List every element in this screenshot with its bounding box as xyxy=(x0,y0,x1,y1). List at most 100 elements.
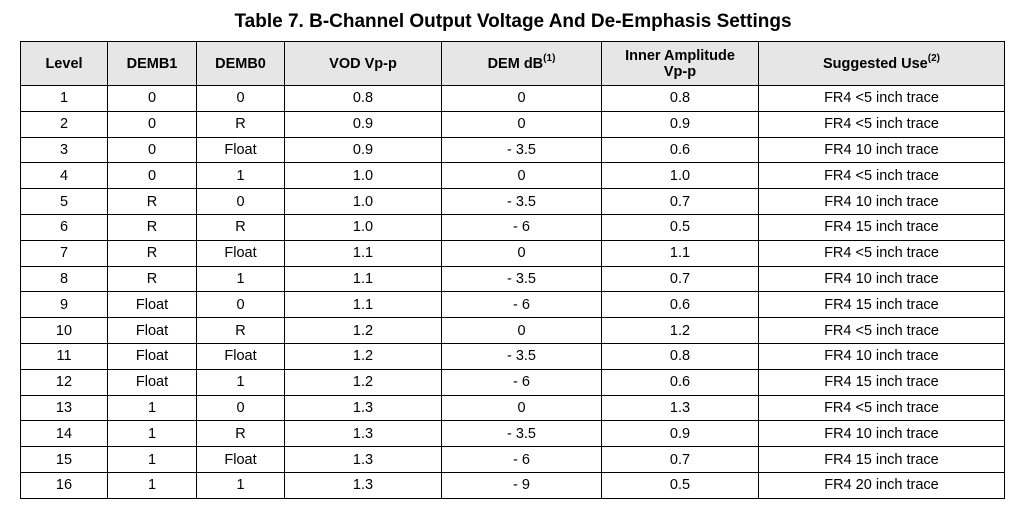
cell-demb0: 0 xyxy=(196,291,285,319)
footnote-marker: (1) xyxy=(543,52,556,64)
footnote-marker: (2) xyxy=(927,52,940,64)
table-row: 13 1 0 1.3 0 1.3 FR4 <5 inch trace xyxy=(20,394,1005,422)
header-label: DEMB1 xyxy=(126,55,178,72)
table-row: 12 Float 1 1.2- 6 0.6 FR4 15 inch trace xyxy=(20,368,1005,396)
cell-demb1: 0 xyxy=(107,85,197,112)
table-row: 14 1 R 1.3- 3.5 0.9 FR4 10 inch trace xyxy=(20,420,1005,448)
cell-vod: 1.3 xyxy=(284,420,442,448)
cell-suggested-use: FR4 10 inch trace xyxy=(758,420,1005,448)
header-label: Level xyxy=(45,55,83,72)
cell-suggested-use: FR4 <5 inch trace xyxy=(758,85,1005,112)
header-suggested-use: Suggested Use(2) xyxy=(758,41,1005,86)
cell-suggested-use: FR4 15 inch trace xyxy=(758,213,1005,241)
cell-vod: 1.3 xyxy=(284,446,442,473)
header-dem-db: DEM dB(1) xyxy=(441,41,602,86)
header-vod: VOD Vp-p xyxy=(284,41,442,86)
cell-demb1: 0 xyxy=(107,136,197,164)
cell-inner-amplitude: 0.6 xyxy=(601,291,759,319)
cell-dem-db: - 3.5 xyxy=(441,188,602,215)
cell-level: 15 xyxy=(20,446,108,473)
cell-inner-amplitude: 0.8 xyxy=(601,85,759,112)
cell-dem-db: - 3.5 xyxy=(441,420,602,448)
cell-demb1: 1 xyxy=(107,446,197,473)
cell-inner-amplitude: 0.7 xyxy=(601,446,759,473)
cell-level: 9 xyxy=(20,291,108,319)
cell-demb0: 1 xyxy=(196,471,285,499)
header-label: DEM dB xyxy=(487,55,544,72)
cell-vod: 1.2 xyxy=(284,317,442,344)
cell-demb0: R xyxy=(196,213,285,241)
cell-demb1: Float xyxy=(107,317,197,344)
cell-level: 3 xyxy=(20,136,108,164)
cell-inner-amplitude: 0.9 xyxy=(601,420,759,448)
table-header-row: Level DEMB1 DEMB0 VOD Vp-p DEM dB(1) Inn… xyxy=(20,41,1005,86)
header-inner-amplitude: Inner Amplitude Vp-p xyxy=(601,41,759,86)
cell-suggested-use: FR4 <5 inch trace xyxy=(758,317,1005,344)
cell-level: 4 xyxy=(20,162,108,190)
cell-demb0: R xyxy=(196,317,285,344)
header-label: Suggested Use xyxy=(823,55,928,72)
cell-vod: 1.1 xyxy=(284,239,442,267)
cell-demb0: R xyxy=(196,110,285,138)
cell-demb1: Float xyxy=(107,291,197,319)
cell-dem-db: - 3.5 xyxy=(441,265,602,293)
cell-suggested-use: FR4 10 inch trace xyxy=(758,136,1005,164)
cell-dem-db: 0 xyxy=(441,239,602,267)
cell-suggested-use: FR4 10 inch trace xyxy=(758,188,1005,215)
cell-level: 2 xyxy=(20,110,108,138)
settings-table: Level DEMB1 DEMB0 VOD Vp-p DEM dB(1) Inn… xyxy=(20,41,1005,499)
cell-dem-db: - 9 xyxy=(441,471,602,499)
cell-vod: 1.2 xyxy=(284,368,442,396)
cell-vod: 0.9 xyxy=(284,136,442,164)
cell-dem-db: - 3.5 xyxy=(441,136,602,164)
cell-demb0: 1 xyxy=(196,265,285,293)
cell-dem-db: - 6 xyxy=(441,213,602,241)
cell-vod: 0.8 xyxy=(284,85,442,112)
table-row: 10 Float R 1.2 0 1.2 FR4 <5 inch trace xyxy=(20,317,1005,344)
cell-demb1: 0 xyxy=(107,162,197,190)
header-label: Inner Amplitude Vp-p xyxy=(625,47,735,80)
cell-suggested-use: FR4 10 inch trace xyxy=(758,342,1005,370)
cell-demb1: Float xyxy=(107,368,197,396)
cell-dem-db: - 6 xyxy=(441,446,602,473)
cell-demb0: 0 xyxy=(196,188,285,215)
cell-demb1: 1 xyxy=(107,420,197,448)
cell-vod: 1.3 xyxy=(284,394,442,422)
cell-demb0: 0 xyxy=(196,85,285,112)
cell-vod: 1.0 xyxy=(284,188,442,215)
cell-suggested-use: FR4 15 inch trace xyxy=(758,446,1005,473)
cell-demb0: Float xyxy=(196,136,285,164)
table-title: Table 7. B-Channel Output Voltage And De… xyxy=(234,11,792,32)
cell-inner-amplitude: 0.5 xyxy=(601,471,759,499)
cell-dem-db: - 3.5 xyxy=(441,342,602,370)
cell-inner-amplitude: 0.5 xyxy=(601,213,759,241)
cell-level: 14 xyxy=(20,420,108,448)
table-row: 8 R 1 1.1- 3.5 0.7 FR4 10 inch trace xyxy=(20,265,1005,293)
cell-inner-amplitude: 0.8 xyxy=(601,342,759,370)
cell-dem-db: 0 xyxy=(441,394,602,422)
cell-inner-amplitude: 0.6 xyxy=(601,368,759,396)
cell-suggested-use: FR4 <5 inch trace xyxy=(758,110,1005,138)
cell-suggested-use: FR4 15 inch trace xyxy=(758,291,1005,319)
table-row: 9 Float 0 1.1- 6 0.6 FR4 15 inch trace xyxy=(20,291,1005,319)
cell-demb0: R xyxy=(196,420,285,448)
cell-inner-amplitude: 1.3 xyxy=(601,394,759,422)
cell-suggested-use: FR4 10 inch trace xyxy=(758,265,1005,293)
cell-inner-amplitude: 1.1 xyxy=(601,239,759,267)
cell-suggested-use: FR4 15 inch trace xyxy=(758,368,1005,396)
cell-demb1: Float xyxy=(107,342,197,370)
header-label: DEMB0 xyxy=(215,55,266,72)
table-row: 4 0 1 1.0 0 1.0 FR4 <5 inch trace xyxy=(20,162,1005,190)
cell-demb1: R xyxy=(107,188,197,215)
header-demb1: DEMB1 xyxy=(107,41,197,86)
cell-inner-amplitude: 0.7 xyxy=(601,188,759,215)
cell-level: 8 xyxy=(20,265,108,293)
cell-demb0: 1 xyxy=(196,368,285,396)
cell-vod: 1.1 xyxy=(284,265,442,293)
table-row: 2 0 R 0.9 0 0.9 FR4 <5 inch trace xyxy=(20,110,1005,138)
cell-inner-amplitude: 0.6 xyxy=(601,136,759,164)
cell-inner-amplitude: 1.0 xyxy=(601,162,759,190)
header-demb0: DEMB0 xyxy=(196,41,285,86)
cell-level: 16 xyxy=(20,471,108,499)
cell-level: 1 xyxy=(20,85,108,112)
